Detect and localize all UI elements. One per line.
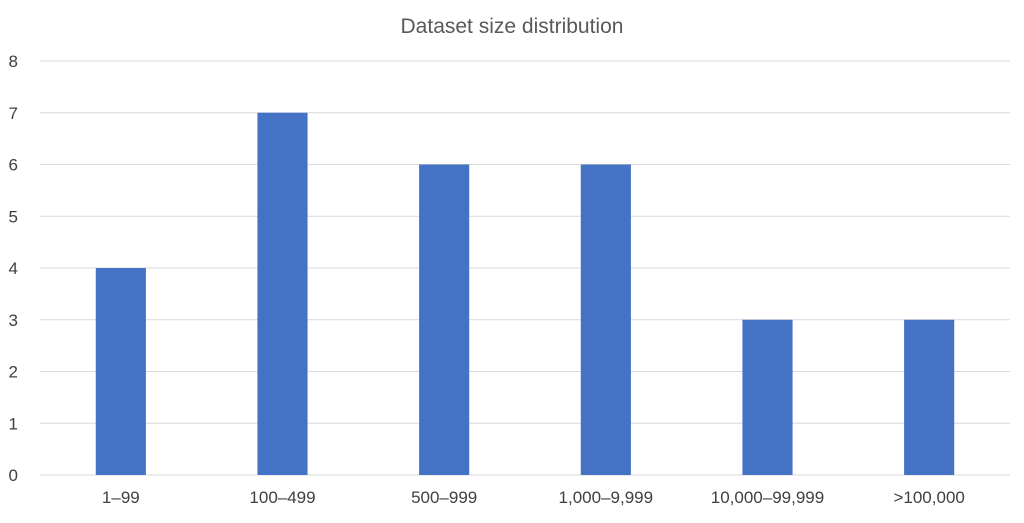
bar <box>904 319 955 475</box>
y-tick-label: 7 <box>9 104 18 123</box>
chart-title: Dataset size distribution <box>401 15 624 38</box>
y-tick-label: 8 <box>9 52 18 71</box>
bar <box>580 164 631 475</box>
x-tick-label: 10,000–99,999 <box>711 488 824 507</box>
x-tick-label: 100–499 <box>249 488 315 507</box>
y-axis-ticks: 0 1 2 3 4 5 6 7 8 <box>9 52 18 485</box>
y-tick-label: 4 <box>9 259 18 278</box>
y-tick-label: 5 <box>9 207 18 226</box>
y-tick-label: 1 <box>9 414 18 433</box>
x-tick-label: 1,000–9,999 <box>559 488 654 507</box>
bar <box>419 164 470 475</box>
bars <box>95 112 955 475</box>
y-tick-label: 3 <box>9 311 18 330</box>
y-tick-label: 6 <box>9 156 18 175</box>
gridlines <box>40 60 1010 476</box>
y-tick-label: 0 <box>9 466 18 485</box>
bar <box>742 319 793 475</box>
x-tick-label: 500–999 <box>411 488 477 507</box>
y-tick-label: 2 <box>9 363 18 382</box>
x-axis-ticks: 1–99 100–499 500–999 1,000–9,999 10,000–99,9… <box>102 488 965 507</box>
bar <box>257 112 308 475</box>
x-tick-label: 1–99 <box>102 488 140 507</box>
bar <box>95 268 146 475</box>
x-tick-label: >100,000 <box>893 488 964 507</box>
